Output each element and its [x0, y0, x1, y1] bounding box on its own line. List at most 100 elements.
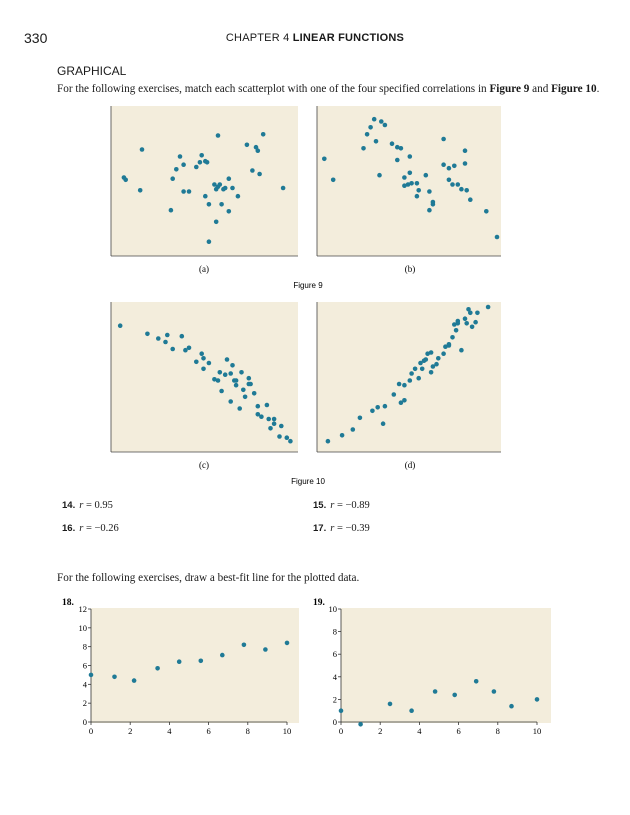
- scatter-point: [117, 323, 123, 329]
- scatter-point: [409, 371, 414, 376]
- panel-label-d: (d): [405, 460, 416, 470]
- scatter-point: [402, 398, 407, 403]
- exercise-16: 16. r = −0.26: [62, 523, 119, 534]
- scatter-point: [145, 331, 150, 337]
- scatter-point: [165, 332, 170, 338]
- scatter-point: [428, 370, 434, 375]
- page-number: 330: [24, 30, 48, 46]
- figure10-ref: Figure 10: [551, 83, 597, 95]
- scatter-point: [228, 399, 233, 404]
- bestfit-instructions: For the following exercises, draw a best…: [57, 572, 360, 584]
- scatter-point: [464, 188, 470, 193]
- scatter-point: [226, 176, 232, 181]
- running-header: CHAPTER 4 LINEAR FUNCTIONS: [0, 32, 630, 44]
- r-symbol: r: [330, 523, 335, 534]
- scatter-point: [414, 181, 420, 186]
- scatter-point: [370, 408, 375, 414]
- scatter-point: [212, 182, 217, 187]
- exercise-value: = −0.89: [336, 500, 370, 511]
- scatter-point: [260, 132, 266, 137]
- scatter-point: [425, 351, 430, 357]
- scatter-point: [224, 357, 230, 362]
- scatter-point: [330, 177, 336, 183]
- scatter-point: [484, 209, 489, 214]
- scatter-point: [427, 189, 432, 194]
- scatter-point: [455, 321, 461, 326]
- scatter-point: [441, 351, 446, 357]
- scatter-point: [206, 202, 212, 207]
- scatter-point: [446, 342, 452, 347]
- scatter-point: [213, 219, 219, 225]
- scatter-point: [181, 189, 186, 194]
- scatter-point: [222, 185, 228, 191]
- scatter-point: [217, 182, 223, 187]
- scatter-point: [473, 319, 478, 325]
- r-symbol: r: [79, 523, 84, 534]
- data-point: [473, 679, 479, 684]
- scatter-point: [416, 188, 422, 193]
- chart-18-label: 18.: [62, 598, 74, 608]
- scatter-point: [203, 193, 208, 199]
- x-tick-label: 2: [128, 726, 132, 736]
- data-point: [131, 678, 137, 683]
- exercise-14: 14. r = 0.95: [62, 500, 113, 511]
- panel-label-a: (a): [199, 264, 209, 274]
- data-point: [198, 658, 204, 664]
- y-tick-label: 8: [333, 627, 337, 637]
- scatter-point: [215, 378, 221, 383]
- scatter-point: [377, 172, 382, 178]
- plot-background-c: [111, 302, 298, 452]
- chart-18-background: [91, 608, 299, 723]
- scatter-point: [217, 370, 223, 375]
- scatter-point: [215, 133, 221, 138]
- data-point: [509, 703, 514, 709]
- scatter-point: [322, 156, 327, 162]
- y-tick-label: 2: [333, 694, 337, 704]
- scatter-point: [230, 363, 235, 368]
- scatter-point: [428, 350, 434, 355]
- scatter-points-c: [117, 323, 293, 444]
- scatter-point: [137, 188, 143, 193]
- scatter-point: [452, 163, 457, 169]
- exercise-number: 15.: [313, 500, 327, 511]
- scatter-point: [418, 360, 423, 366]
- exercise-number: 17.: [313, 523, 327, 534]
- data-point: [452, 692, 458, 698]
- chart-19-label: 19.: [313, 598, 325, 608]
- scatter-point: [462, 161, 468, 166]
- scatter-point: [361, 146, 366, 151]
- scatter-point: [279, 423, 284, 429]
- data-point: [112, 674, 117, 680]
- exercise-value: = −0.26: [85, 523, 119, 534]
- chart-19-axes: 0 2 4 6 8 10 0 2 4 6 8 10: [329, 604, 542, 736]
- scatter-point: [373, 139, 379, 144]
- x-tick-label: 2: [378, 726, 382, 736]
- scatter-point: [475, 310, 480, 316]
- exercise-17: 17. r = −0.39: [313, 523, 370, 534]
- y-tick-label: 10: [79, 623, 88, 633]
- scatter-point: [357, 415, 363, 421]
- figure9-ref: Figure 9: [489, 83, 530, 95]
- figure-9: (a) (b) Figure 9: [110, 106, 501, 290]
- scatter-point: [237, 406, 242, 411]
- scatter-point: [170, 176, 175, 181]
- section-title: GRAPHICAL: [57, 64, 127, 78]
- y-tick-label: 10: [329, 604, 338, 614]
- scatter-point: [174, 167, 179, 172]
- data-point: [263, 647, 268, 652]
- scatter-point: [450, 335, 455, 340]
- exercise-number: 16.: [62, 523, 76, 534]
- scatter-point: [194, 164, 199, 170]
- scatter-point: [423, 357, 429, 362]
- scatter-point: [452, 322, 457, 327]
- exercise-value: = 0.95: [85, 500, 113, 511]
- scatter-point: [382, 122, 388, 128]
- scatter-point: [186, 189, 192, 194]
- chapter-label: CHAPTER 4: [225, 32, 290, 44]
- scatter-point: [450, 182, 455, 187]
- scatter-point: [402, 175, 407, 180]
- scatter-point: [194, 359, 199, 365]
- scatter-point: [284, 435, 290, 441]
- scatter-point: [402, 183, 407, 188]
- scatter-point: [233, 378, 239, 383]
